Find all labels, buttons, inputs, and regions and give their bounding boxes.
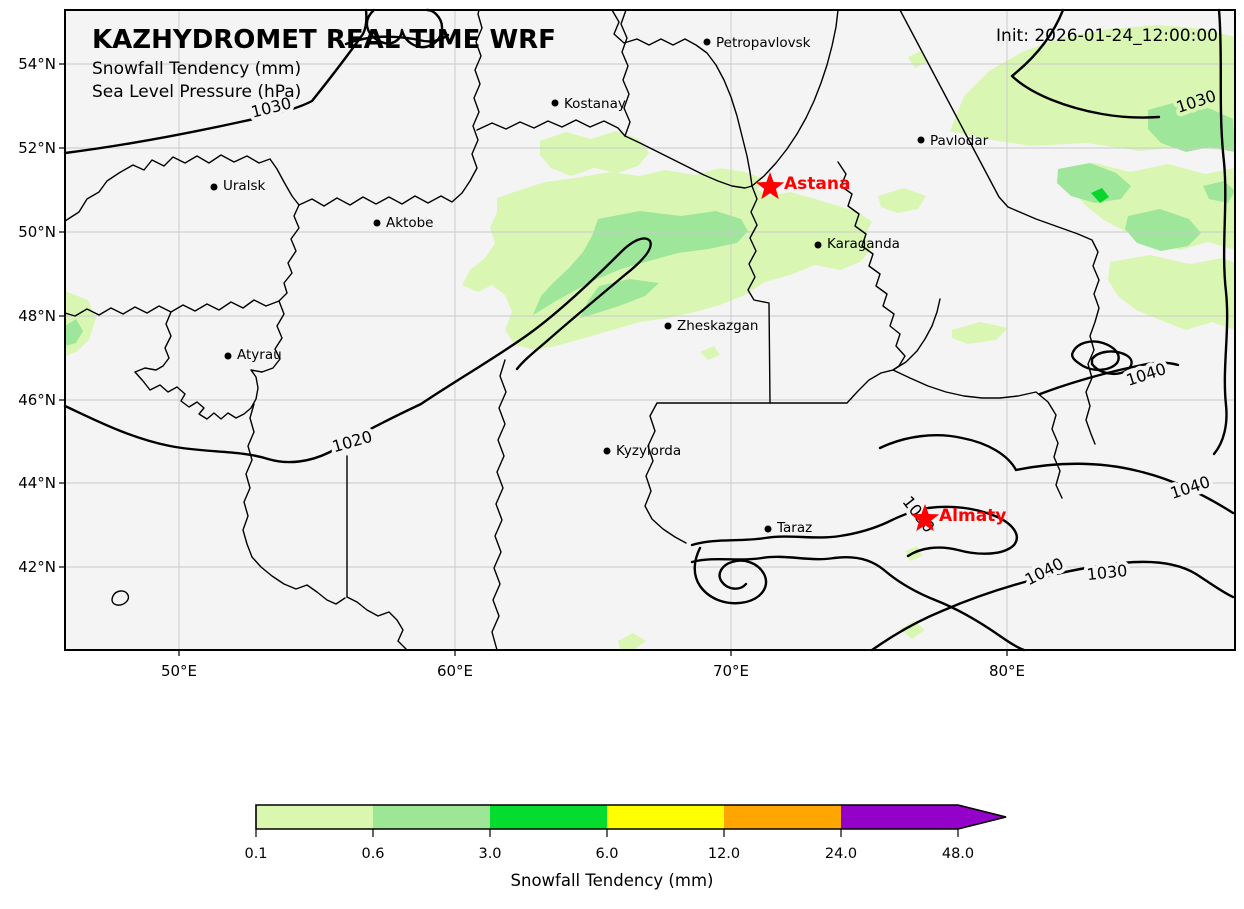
almaty-label: Almaty: [939, 506, 1006, 526]
snowfall-medium-patches: [65, 101, 1235, 346]
colorbar-tick-0.1: 0.1: [244, 846, 267, 862]
astana-label: Astana: [784, 174, 850, 194]
city-kostanay: Kostanay: [551, 96, 626, 112]
city-dot: [551, 99, 559, 107]
xtick-80e: 80°E: [989, 662, 1025, 680]
colorbar-segment-2: [373, 805, 490, 829]
city-uralsk: Uralsk: [210, 178, 265, 194]
axis-labels: 54°N 52°N 50°N 48°N 46°N 44°N 42°N 50°E …: [18, 55, 1025, 680]
colorbar-tick-48.0: 48.0: [942, 846, 974, 862]
ytick-54n: 54°N: [18, 55, 56, 73]
ytick-52n: 52°N: [18, 139, 56, 157]
colorbar-segment-3: [490, 805, 607, 829]
city-dot: [917, 136, 925, 144]
colorbar-ticks: [255, 829, 959, 837]
city-dot: [373, 219, 381, 227]
colorbar-segment-4: [607, 805, 724, 829]
init-timestamp: Init: 2026-01-24_12:00:00: [996, 26, 1218, 46]
city-label: Taraz: [776, 520, 812, 536]
colorbar-tick-24.0: 24.0: [825, 846, 857, 862]
city-zheskazgan: Zheskazgan: [664, 318, 758, 334]
city-atyrau: Atyrau: [224, 347, 282, 363]
ytick-50n: 50°N: [18, 223, 56, 241]
ytick-44n: 44°N: [18, 474, 56, 492]
map-subtitle-pressure: Sea Level Pressure (hPa): [92, 82, 301, 102]
colorbar-tick-0.6: 0.6: [361, 846, 384, 862]
xtick-50e: 50°E: [161, 662, 197, 680]
city-dot: [703, 38, 711, 46]
colorbar-tick-12.0: 12.0: [708, 846, 740, 862]
colorbar-segment-5: [724, 805, 841, 829]
city-kyzylorda: Kyzylorda: [603, 443, 681, 459]
city-label: Atyrau: [237, 347, 282, 363]
city-label: Zheskazgan: [677, 318, 758, 334]
city-petropavlovsk: Petropavlovsk: [703, 35, 811, 51]
colorbar-segment-1: [256, 805, 373, 829]
pressure-contours: [63, 8, 1235, 652]
city-dot: [664, 322, 672, 330]
snowfall-bright-patch: [1091, 188, 1109, 203]
xtick-60e: 60°E: [437, 662, 473, 680]
colorbar-tick-3.0: 3.0: [478, 846, 501, 862]
city-dot: [814, 241, 822, 249]
city-label: Aktobe: [386, 215, 433, 231]
city-label: Kostanay: [564, 96, 626, 112]
map-frame: [64, 9, 1236, 651]
city-pavlodar: Pavlodar: [917, 133, 989, 149]
city-label: Kyzylorda: [616, 443, 681, 459]
city-karaganda: Karaganda: [814, 236, 900, 252]
colorbar-outline: [255, 804, 1007, 830]
colorbar: 0.1 0.6 3.0 6.0 12.0 24.0 48.0 Snowfall …: [244, 804, 1007, 890]
colorbar-tick-6.0: 6.0: [595, 846, 618, 862]
city-dot: [603, 447, 611, 455]
admin-borders: [64, 9, 1100, 651]
xtick-70e: 70°E: [713, 662, 749, 680]
city-aktobe: Aktobe: [373, 215, 433, 231]
city-label: Karaganda: [827, 236, 900, 252]
axis-ticks: [59, 63, 1008, 656]
ytick-42n: 42°N: [18, 558, 56, 576]
city-taraz: Taraz: [764, 520, 812, 536]
city-dot: [764, 525, 772, 533]
map-title: KAZHYDROMET REAL TIME WRF: [92, 25, 556, 55]
colorbar-segment-6: [841, 805, 958, 829]
colorbar-extend-arrow: [958, 805, 1006, 829]
city-dot: [224, 352, 232, 360]
city-label: Pavlodar: [930, 133, 989, 149]
capital-markers: Astana Almaty: [755, 172, 1006, 532]
city-label: Petropavlovsk: [716, 35, 811, 51]
ytick-46n: 46°N: [18, 391, 56, 409]
map-header: KAZHYDROMET REAL TIME WRF Snowfall Tende…: [92, 25, 1218, 102]
map-subtitle-snowfall: Snowfall Tendency (mm): [92, 59, 301, 79]
city-label: Uralsk: [223, 178, 265, 194]
colorbar-title: Snowfall Tendency (mm): [511, 871, 714, 890]
city-dot: [210, 183, 218, 191]
ytick-48n: 48°N: [18, 307, 56, 325]
city-markers: Petropavlovsk Kostanay Pavlodar Uralsk A…: [210, 35, 989, 536]
